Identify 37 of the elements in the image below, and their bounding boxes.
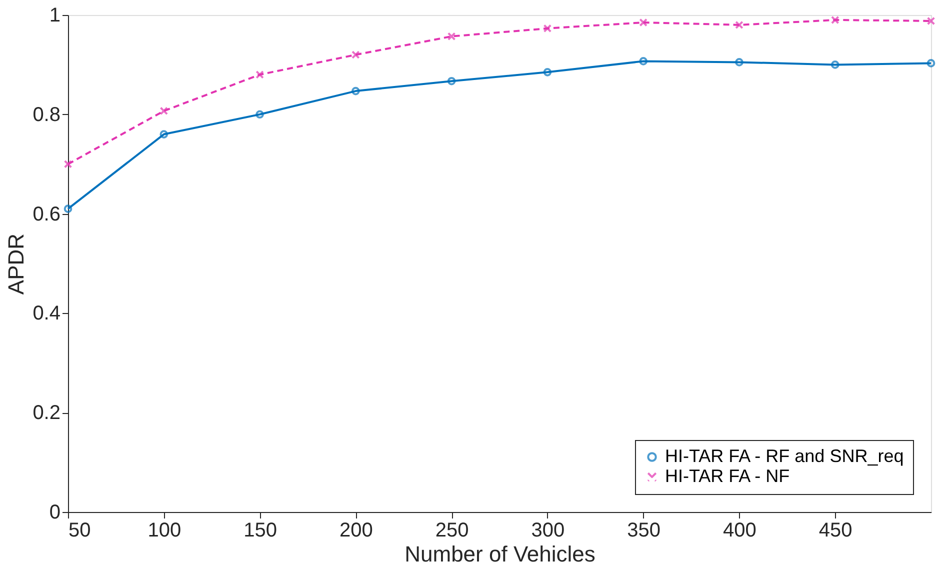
x-tick-label: 100 [148,520,182,542]
y-axis-title: APDR [4,233,29,295]
x-tick-label: 400 [723,520,756,542]
x-tick-label: 300 [531,520,565,542]
point [926,16,936,26]
point [830,60,840,69]
point [160,130,168,138]
point [256,70,264,79]
point [256,110,264,119]
point [639,18,648,27]
point [64,160,72,168]
y-tick-label: 0.2 [32,402,60,424]
point [352,50,360,59]
point [830,16,840,24]
y-tick-label: 0.6 [32,203,60,226]
point [735,58,744,66]
legend-label: HI-TAR FA - NF [665,466,790,486]
point [160,106,168,116]
point [639,57,648,66]
y-tick-label: 0.8 [32,104,60,126]
y-tick-label: 0 [49,502,60,524]
point [543,24,552,33]
x-tick-label: 350 [627,520,661,542]
point [352,86,360,96]
legend-label: HI-TAR FA - RF and SNR_req [665,446,904,466]
x-tick-label: 200 [339,520,373,542]
point [447,32,456,41]
x-axis-title: Number of Vehicles [404,542,596,566]
point [543,68,552,76]
x-tick-label: 250 [435,520,469,542]
y-tick-label: 0.4 [32,302,60,325]
point [735,20,744,30]
point [447,76,456,86]
y-tick-label: 1 [49,4,60,26]
x-tick-label: 150 [244,520,277,542]
x-tick-label: 450 [818,520,852,542]
x-tick-label: 50 [68,520,91,542]
